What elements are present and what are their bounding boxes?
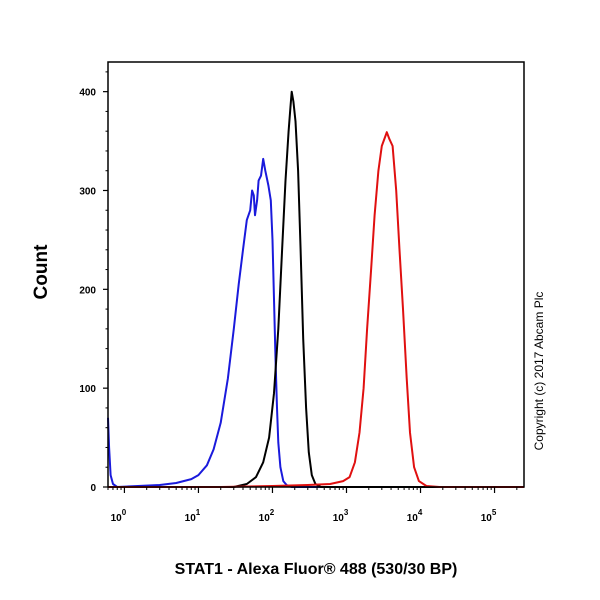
y-axis: 0 100 200 300 400: [79, 71, 108, 494]
y-tick-label: 0: [90, 483, 96, 494]
y-tick-label: 100: [79, 384, 96, 395]
x-axis-title: STAT1 - Alexa Fluor® 488 (530/30 BP): [175, 561, 458, 578]
y-tick-label: 300: [79, 186, 96, 197]
copyright-notice: Copyright (c) 2017 Abcam Plc: [532, 292, 546, 451]
x-tick-label: 100: [111, 508, 127, 524]
x-tick-label: 101: [185, 508, 201, 524]
x-tick-label: 103: [333, 508, 349, 524]
y-axis-title: Count: [31, 244, 52, 300]
x-tick-label: 102: [259, 508, 275, 524]
x-tick-label: 105: [481, 508, 497, 524]
x-axis: 100 101 102 103 104 105: [107, 487, 518, 524]
plot-frame: [107, 61, 525, 488]
histogram-line-2: [108, 90, 524, 488]
y-tick-label: 200: [79, 285, 96, 296]
histogram-line-3: [108, 131, 524, 488]
histogram-line-1: [107, 157, 524, 488]
y-tick-label: 400: [79, 88, 96, 99]
series-layer: [107, 90, 524, 488]
x-tick-label: 104: [407, 508, 423, 524]
